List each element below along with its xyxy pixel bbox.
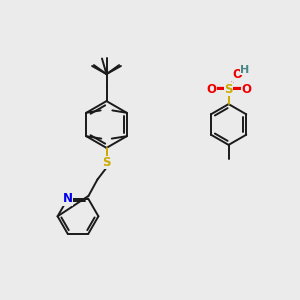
Text: O: O [206, 82, 216, 96]
Text: S: S [224, 82, 233, 96]
Text: O: O [241, 82, 251, 96]
Text: S: S [102, 156, 111, 170]
Text: N: N [63, 192, 73, 205]
Text: H: H [240, 65, 249, 75]
Text: O: O [232, 68, 243, 81]
